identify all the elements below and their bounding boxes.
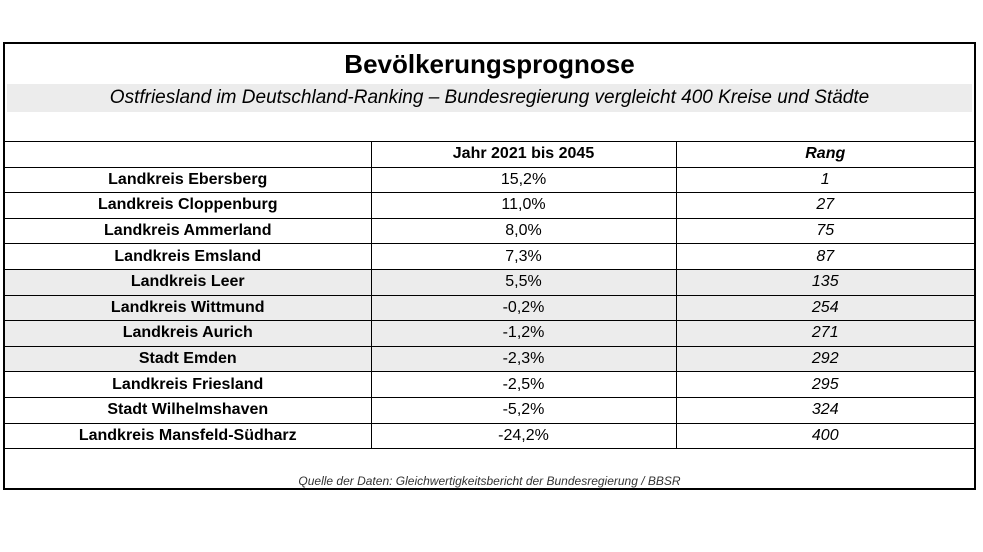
rank-value: 87	[675, 243, 974, 270]
table-row: Landkreis Ebersberg 15,2% 1	[5, 166, 974, 194]
change-value: -1,2%	[370, 320, 677, 347]
region-name: Landkreis Leer	[5, 268, 372, 296]
region-name: Landkreis Mansfeld-Südharz	[5, 422, 372, 450]
change-value: 15,2%	[370, 166, 677, 194]
table-header-row: Jahr 2021 bis 2045 Rang	[5, 141, 974, 168]
table-row-highlighted: Landkreis Leer 5,5% 135	[5, 268, 974, 296]
region-name: Landkreis Cloppenburg	[5, 192, 372, 219]
ranking-table: Jahr 2021 bis 2045 Rang Landkreis Ebersb…	[5, 141, 974, 450]
table-row: Landkreis Ammerland 8,0% 75	[5, 217, 974, 245]
region-name: Landkreis Ammerland	[5, 217, 372, 245]
region-name: Stadt Emden	[5, 345, 372, 373]
page-subtitle: Ostfriesland im Deutschland-Ranking – Bu…	[7, 84, 972, 112]
rank-value: 254	[675, 294, 974, 322]
region-name: Landkreis Friesland	[5, 371, 372, 398]
rank-value: 324	[675, 396, 974, 424]
change-value: 7,3%	[370, 243, 677, 270]
table-row: Landkreis Emsland 7,3% 87	[5, 243, 974, 270]
rank-value: 27	[675, 192, 974, 219]
rank-value: 135	[675, 268, 974, 296]
table-row: Landkreis Mansfeld-Südharz -24,2% 400	[5, 422, 974, 450]
table-row: Landkreis Friesland -2,5% 295	[5, 371, 974, 398]
change-value: -2,5%	[370, 371, 677, 398]
header-rank: Rang	[675, 141, 974, 168]
change-value: 8,0%	[370, 217, 677, 245]
page-title: Bevölkerungsprognose	[344, 49, 635, 79]
table-row-highlighted: Landkreis Aurich -1,2% 271	[5, 320, 974, 347]
source-note: Quelle der Daten: Gleichwertigkeitsberic…	[298, 474, 681, 488]
table-row-highlighted: Landkreis Wittmund -0,2% 254	[5, 294, 974, 322]
rank-value: 400	[675, 422, 974, 450]
change-value: -24,2%	[370, 422, 677, 450]
header-region	[5, 141, 372, 168]
table-row-highlighted: Stadt Emden -2,3% 292	[5, 345, 974, 373]
forecast-table-frame: Bevölkerungsprognose Ostfriesland im Deu…	[3, 42, 976, 490]
region-name: Landkreis Emsland	[5, 243, 372, 270]
change-value: -2,3%	[370, 345, 677, 373]
region-name: Landkreis Ebersberg	[5, 166, 372, 194]
rank-value: 295	[675, 371, 974, 398]
table-row: Landkreis Cloppenburg 11,0% 27	[5, 192, 974, 219]
region-name: Landkreis Wittmund	[5, 294, 372, 322]
rank-value: 1	[675, 166, 974, 194]
change-value: -5,2%	[370, 396, 677, 424]
region-name: Landkreis Aurich	[5, 320, 372, 347]
table-row: Stadt Wilhelmshaven -5,2% 324	[5, 396, 974, 424]
rank-value: 292	[675, 345, 974, 373]
header-period: Jahr 2021 bis 2045	[370, 141, 677, 168]
rank-value: 271	[675, 320, 974, 347]
change-value: 11,0%	[370, 192, 677, 219]
rank-value: 75	[675, 217, 974, 245]
change-value: 5,5%	[370, 268, 677, 296]
region-name: Stadt Wilhelmshaven	[5, 396, 372, 424]
change-value: -0,2%	[370, 294, 677, 322]
